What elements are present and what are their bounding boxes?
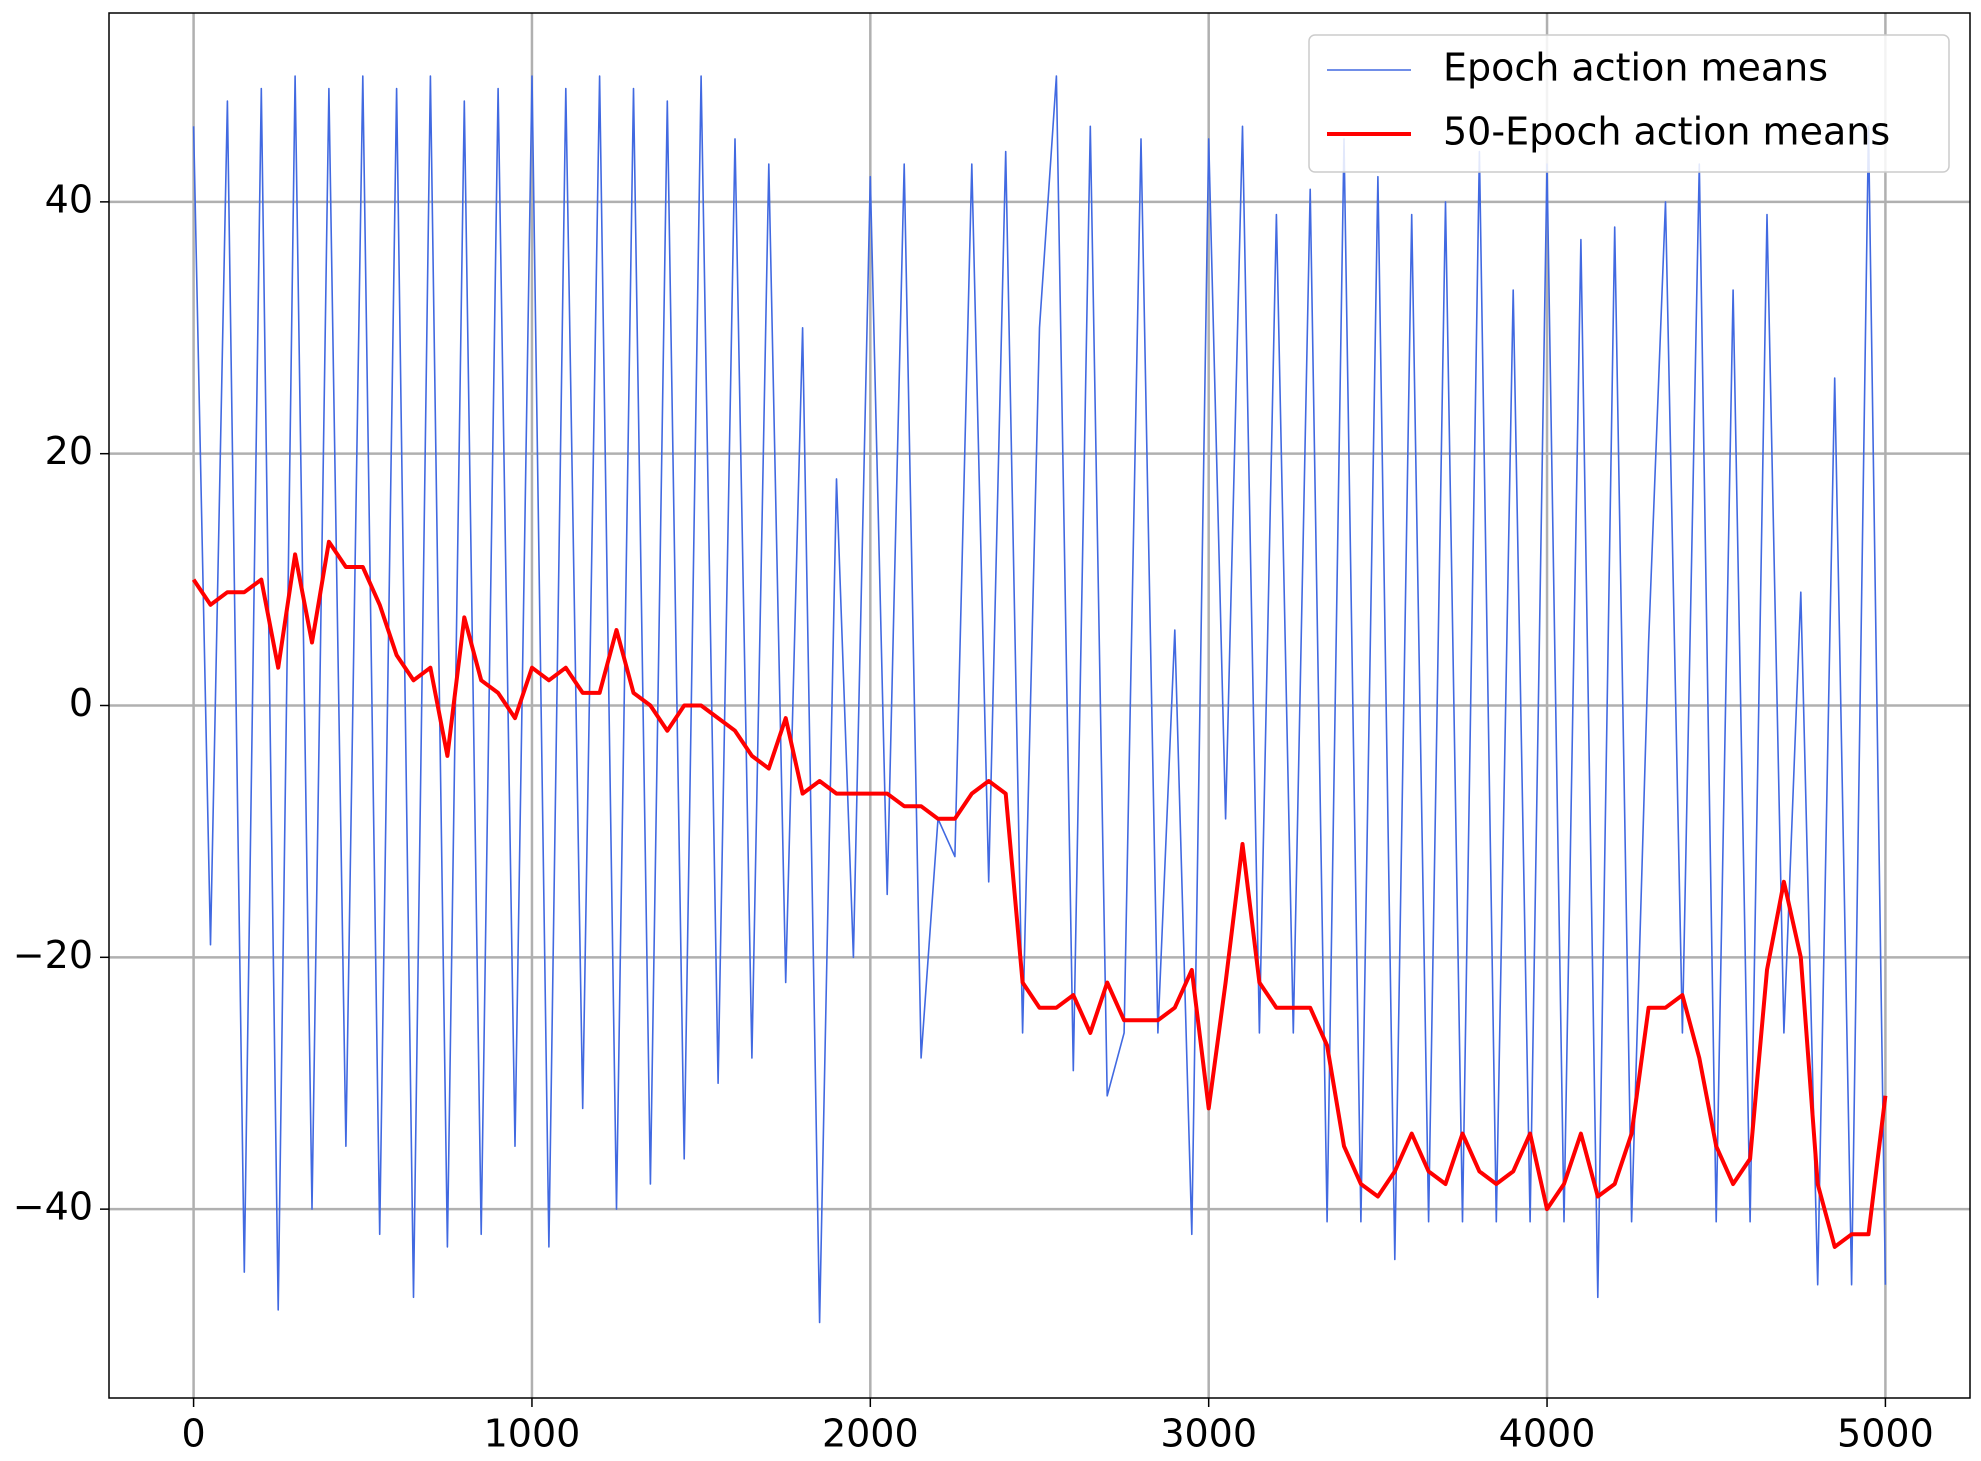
legend-label: 50-Epoch action means: [1443, 110, 1890, 154]
y-tick-label: 20: [45, 429, 93, 473]
x-tick-label: 0: [181, 1412, 205, 1456]
plot-frame: [108, 12, 1971, 1399]
x-tick-label: 4000: [1499, 1412, 1596, 1456]
y-tick-label: −20: [13, 933, 93, 977]
y-tick-label: −40: [13, 1185, 93, 1229]
x-tick-label: 2000: [822, 1412, 919, 1456]
legend-label: Epoch action means: [1443, 46, 1828, 90]
legend-box: [1308, 34, 1950, 173]
legend: Epoch action means 50-Epoch action means: [1308, 34, 1950, 173]
x-tick-label: 3000: [1160, 1412, 1257, 1456]
data-line: [191, 539, 1888, 1249]
y-tick-label: 40: [45, 177, 93, 221]
x-tick-label: 5000: [1837, 1412, 1934, 1456]
y-tick-label: 0: [69, 681, 93, 725]
x-tick-label: 1000: [484, 1412, 581, 1456]
data-line: [192, 75, 1887, 1324]
